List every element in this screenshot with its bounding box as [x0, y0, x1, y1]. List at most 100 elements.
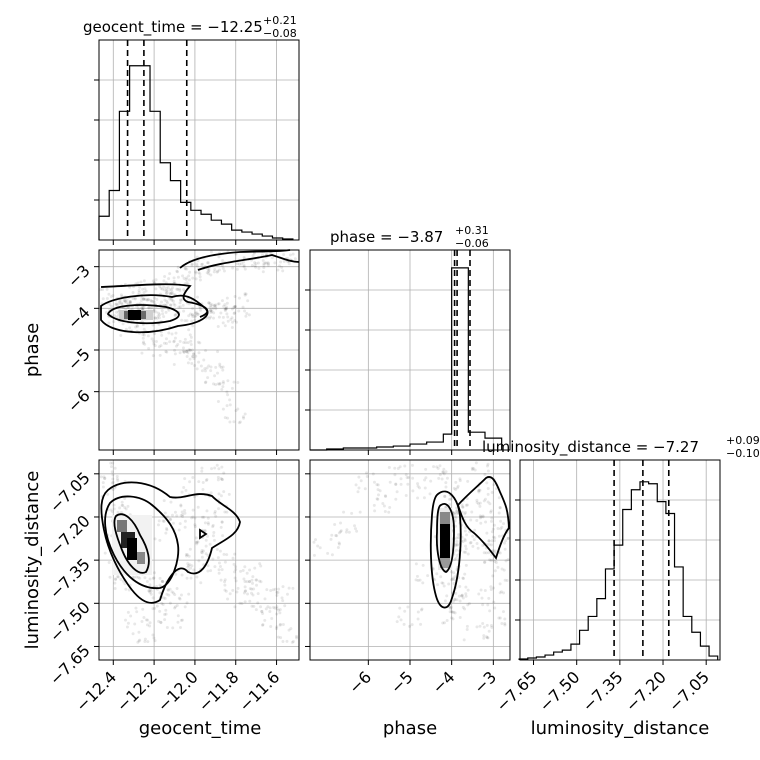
- sample-point: [183, 319, 187, 323]
- tick-label: −11.6: [235, 667, 283, 715]
- title-luminosity-distance-minus: −0.10: [726, 447, 760, 460]
- sample-point: [312, 540, 316, 544]
- sample-point: [281, 269, 285, 273]
- sample-point: [489, 509, 493, 513]
- sample-point: [250, 578, 254, 582]
- sample-point: [181, 303, 185, 307]
- sample-point: [217, 571, 221, 575]
- sample-point: [441, 470, 445, 474]
- phase-histogram-bars: [310, 267, 503, 451]
- sample-point: [160, 309, 164, 313]
- sample-point: [165, 288, 169, 292]
- sample-point: [183, 525, 187, 529]
- sample-point: [463, 607, 467, 611]
- sample-point: [450, 610, 454, 614]
- sample-point: [146, 640, 150, 644]
- sample-point: [163, 303, 167, 307]
- sample-point: [218, 565, 222, 569]
- sample-point: [291, 640, 295, 644]
- sample-point: [217, 561, 221, 565]
- sample-point: [210, 467, 214, 471]
- sample-point: [200, 262, 204, 266]
- sample-point: [213, 565, 217, 569]
- tick-label: −7.50: [46, 598, 94, 646]
- sample-point: [449, 497, 453, 501]
- sample-point: [255, 578, 259, 582]
- sample-point: [211, 523, 215, 527]
- density-peak: [112, 515, 152, 575]
- sample-point: [218, 362, 222, 366]
- sample-point: [152, 571, 156, 575]
- sample-point: [152, 576, 156, 580]
- sample-point: [376, 493, 380, 497]
- sample-point: [235, 267, 239, 271]
- tick-label: −6: [64, 386, 94, 416]
- phase-vs-geocent-time-panel: −6 −5 −4 −3: [64, 249, 300, 455]
- sample-point: [165, 299, 169, 303]
- sample-point: [216, 475, 220, 479]
- sample-point: [128, 326, 132, 330]
- sample-point: [191, 315, 195, 319]
- sample-point: [111, 461, 115, 465]
- sample-point: [504, 539, 508, 543]
- sample-point: [172, 302, 176, 306]
- sample-point: [204, 544, 208, 548]
- sample-point: [177, 596, 181, 600]
- sample-point: [275, 607, 279, 611]
- sample-point: [222, 471, 226, 475]
- sample-point: [161, 312, 165, 316]
- sample-point: [179, 504, 183, 508]
- sample-point: [109, 465, 113, 469]
- sample-point: [115, 474, 119, 478]
- sample-point: [191, 276, 195, 280]
- sample-point: [485, 623, 489, 627]
- sample-point: [224, 307, 228, 311]
- sample-point: [119, 510, 123, 514]
- sample-point: [112, 503, 116, 507]
- sample-point: [394, 483, 398, 487]
- sample-point: [211, 534, 215, 538]
- sample-point: [166, 515, 170, 519]
- luminosity-distance-histogram-panel: −7.65−7.50−7.35−7.20−7.05: [492, 459, 721, 715]
- sample-point: [216, 478, 220, 482]
- sample-point: [474, 461, 478, 465]
- sample-point: [186, 565, 190, 569]
- sample-point: [205, 271, 209, 275]
- tick-label: −12.0: [154, 667, 202, 715]
- sample-point: [458, 616, 462, 620]
- sample-point: [466, 603, 470, 607]
- xlabel-geocent-time: geocent_time: [139, 718, 262, 739]
- sample-point: [485, 531, 489, 535]
- sample-point: [120, 301, 124, 305]
- sample-point: [278, 622, 282, 626]
- sample-point: [101, 287, 105, 291]
- sample-point: [173, 352, 177, 356]
- sample-point: [410, 623, 414, 627]
- sample-point: [151, 607, 155, 611]
- sample-point: [114, 577, 118, 581]
- sample-point: [273, 587, 277, 591]
- sample-point: [133, 297, 137, 301]
- sample-point: [453, 544, 457, 548]
- sample-point: [214, 305, 218, 309]
- sample-point: [451, 617, 455, 621]
- sample-point: [232, 420, 236, 424]
- sample-point: [264, 607, 268, 611]
- sample-point: [221, 407, 225, 411]
- sample-point: [153, 639, 157, 643]
- sample-point: [221, 315, 225, 319]
- sample-point: [169, 303, 173, 307]
- sample-point: [388, 480, 392, 484]
- sample-point: [376, 483, 380, 487]
- sample-point: [316, 544, 320, 548]
- sample-point: [424, 476, 428, 480]
- sample-point: [479, 516, 483, 520]
- sample-point: [174, 344, 178, 348]
- sample-point: [448, 605, 452, 609]
- sample-point: [476, 489, 480, 493]
- sample-point: [179, 298, 183, 302]
- phase-geocent-contours: [100, 249, 300, 334]
- sample-point: [200, 469, 204, 473]
- phase-histogram-panel: [305, 249, 511, 455]
- sample-point: [262, 266, 266, 270]
